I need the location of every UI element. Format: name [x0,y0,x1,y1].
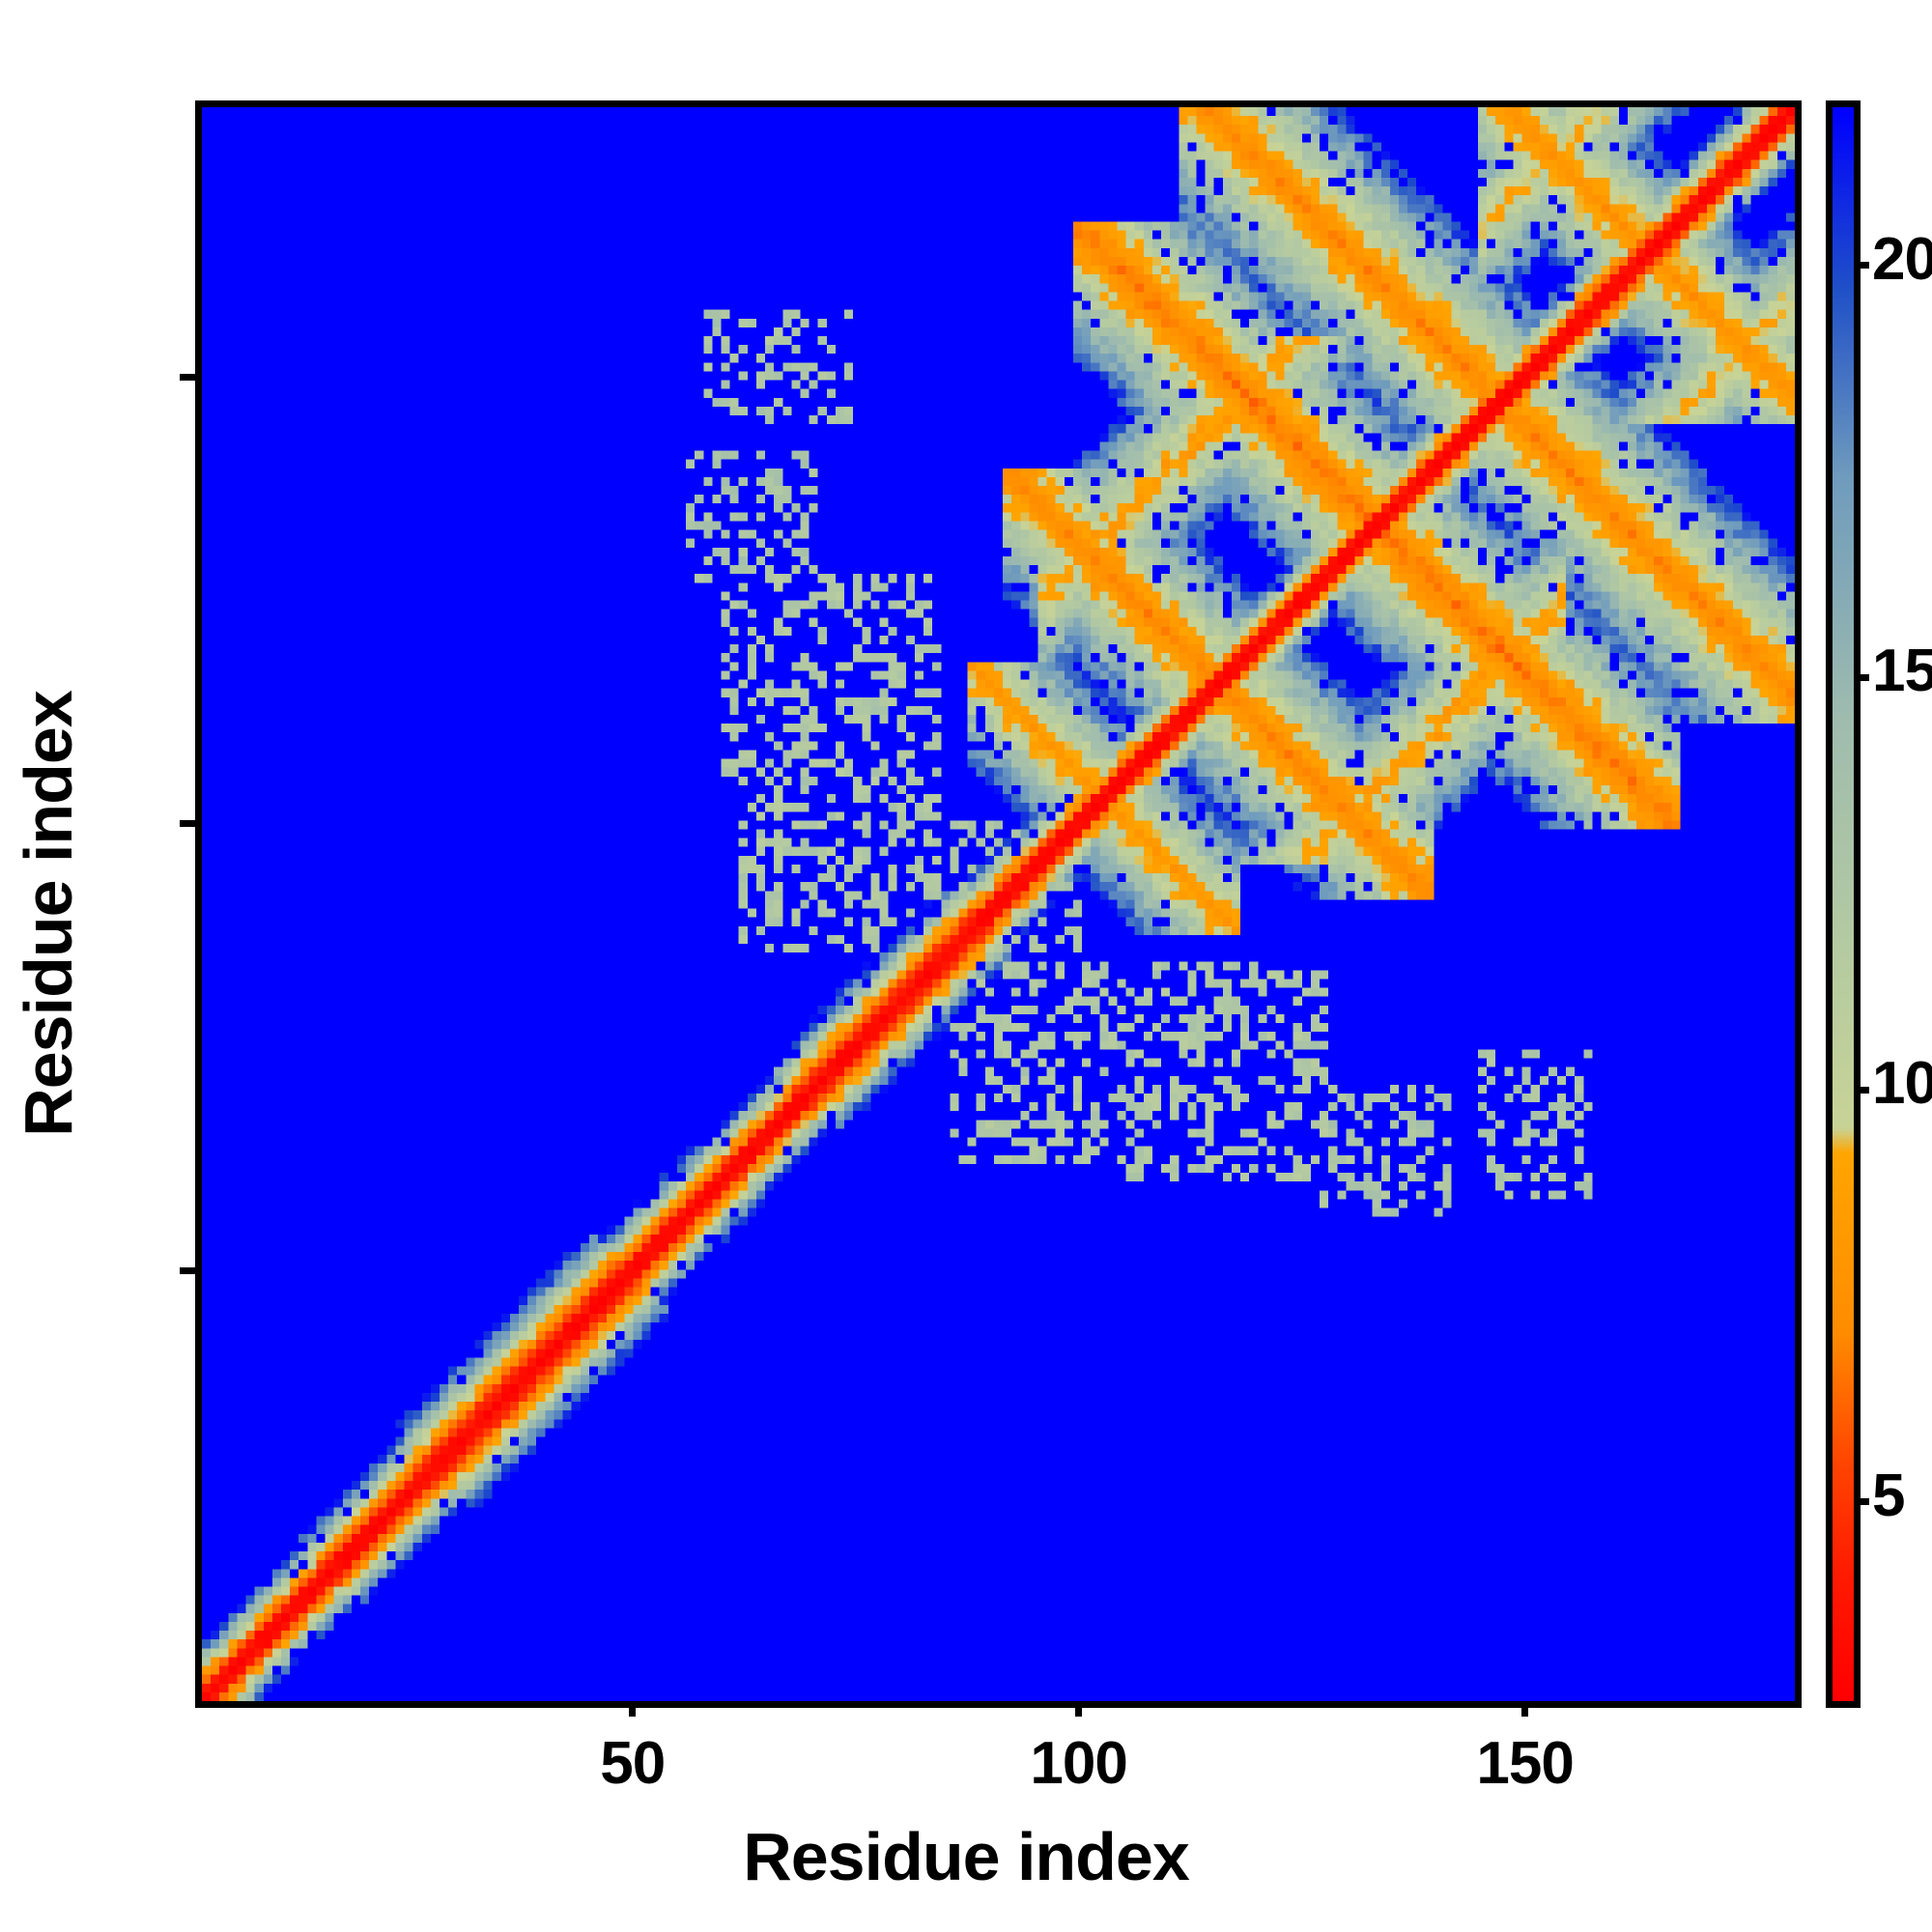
colorbar-tick-10 [1854,1086,1869,1094]
x-ticklabel-100: 100 [1030,1730,1127,1797]
x-tick-50 [629,1701,637,1717]
colorbar-ticklabel-5: 5 [1872,1462,1905,1529]
colorbar-tick-20 [1854,262,1869,270]
colorbar-ticklabel-20: 20 [1872,225,1932,293]
heatmap-canvas[interactable] [202,107,1795,1701]
distance-matrix-plot[interactable] [195,100,1802,1708]
x-ticklabel-150: 150 [1476,1730,1574,1797]
colorbar-gradient [1833,107,1854,1701]
colorbar-ticklabel-15: 15 [1872,638,1932,705]
y-axis-label: Residue index [11,691,86,1137]
y-tick-50 [180,1266,195,1274]
colorbar-tick-15 [1854,673,1869,681]
colorbar-tick-5 [1854,1498,1869,1506]
x-ticklabel-50: 50 [600,1730,666,1797]
x-tick-100 [1075,1701,1083,1717]
colorbar[interactable] [1826,100,1861,1708]
x-axis-label: Residue index [743,1819,1190,1894]
y-tick-150 [180,374,195,382]
colorbar-ticklabel-10: 10 [1872,1050,1932,1117]
y-tick-100 [180,820,195,828]
x-tick-150 [1521,1701,1529,1717]
